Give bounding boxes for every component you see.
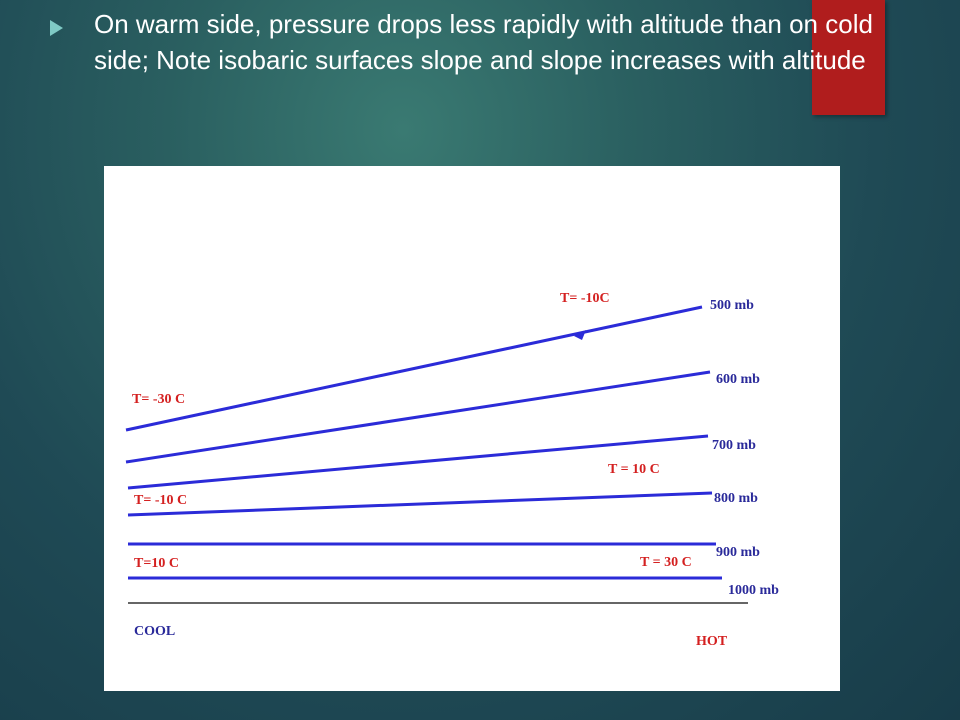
bullet-text: On warm side, pressure drops less rapidl…	[94, 9, 873, 75]
accent-bar	[812, 0, 885, 115]
isobar-line-500	[125, 305, 703, 432]
isobar-line-800	[127, 491, 713, 517]
temp-label-warm-lower: T = 30 C	[640, 555, 692, 570]
isobar-label-800: 800 mb	[714, 491, 758, 506]
isobar-line-700	[127, 434, 709, 490]
arrow-head-icon	[574, 330, 586, 340]
temp-label-cold-lower: T=10 C	[134, 556, 179, 571]
isobar-label-700: 700 mb	[712, 438, 756, 453]
side-label-warm: HOT	[696, 634, 728, 649]
temp-label-warm-middle: T = 10 C	[608, 462, 660, 477]
isobar-label-600: 600 mb	[716, 372, 760, 387]
isobar-diagram-svg: 500 mb 600 mb 700 mb 800 mb 900 mb 1000 …	[125, 291, 779, 649]
temp-label-warm-upper: T= -10C	[560, 291, 610, 306]
isobar-label-500: 500 mb	[710, 298, 754, 313]
temp-label-cold-upper: T= -30 C	[132, 392, 185, 407]
isobar-diagram: 500 mb 600 mb 700 mb 800 mb 900 mb 1000 …	[104, 166, 840, 691]
isobar-label-900: 900 mb	[716, 545, 760, 560]
isobar-line-600	[125, 370, 711, 464]
temp-label-cold-middle: T= -10 C	[134, 493, 187, 508]
side-label-cold: COOL	[134, 624, 175, 639]
arrow-bullet-icon	[50, 20, 63, 36]
isobar-label-1000: 1000 mb	[728, 583, 779, 598]
